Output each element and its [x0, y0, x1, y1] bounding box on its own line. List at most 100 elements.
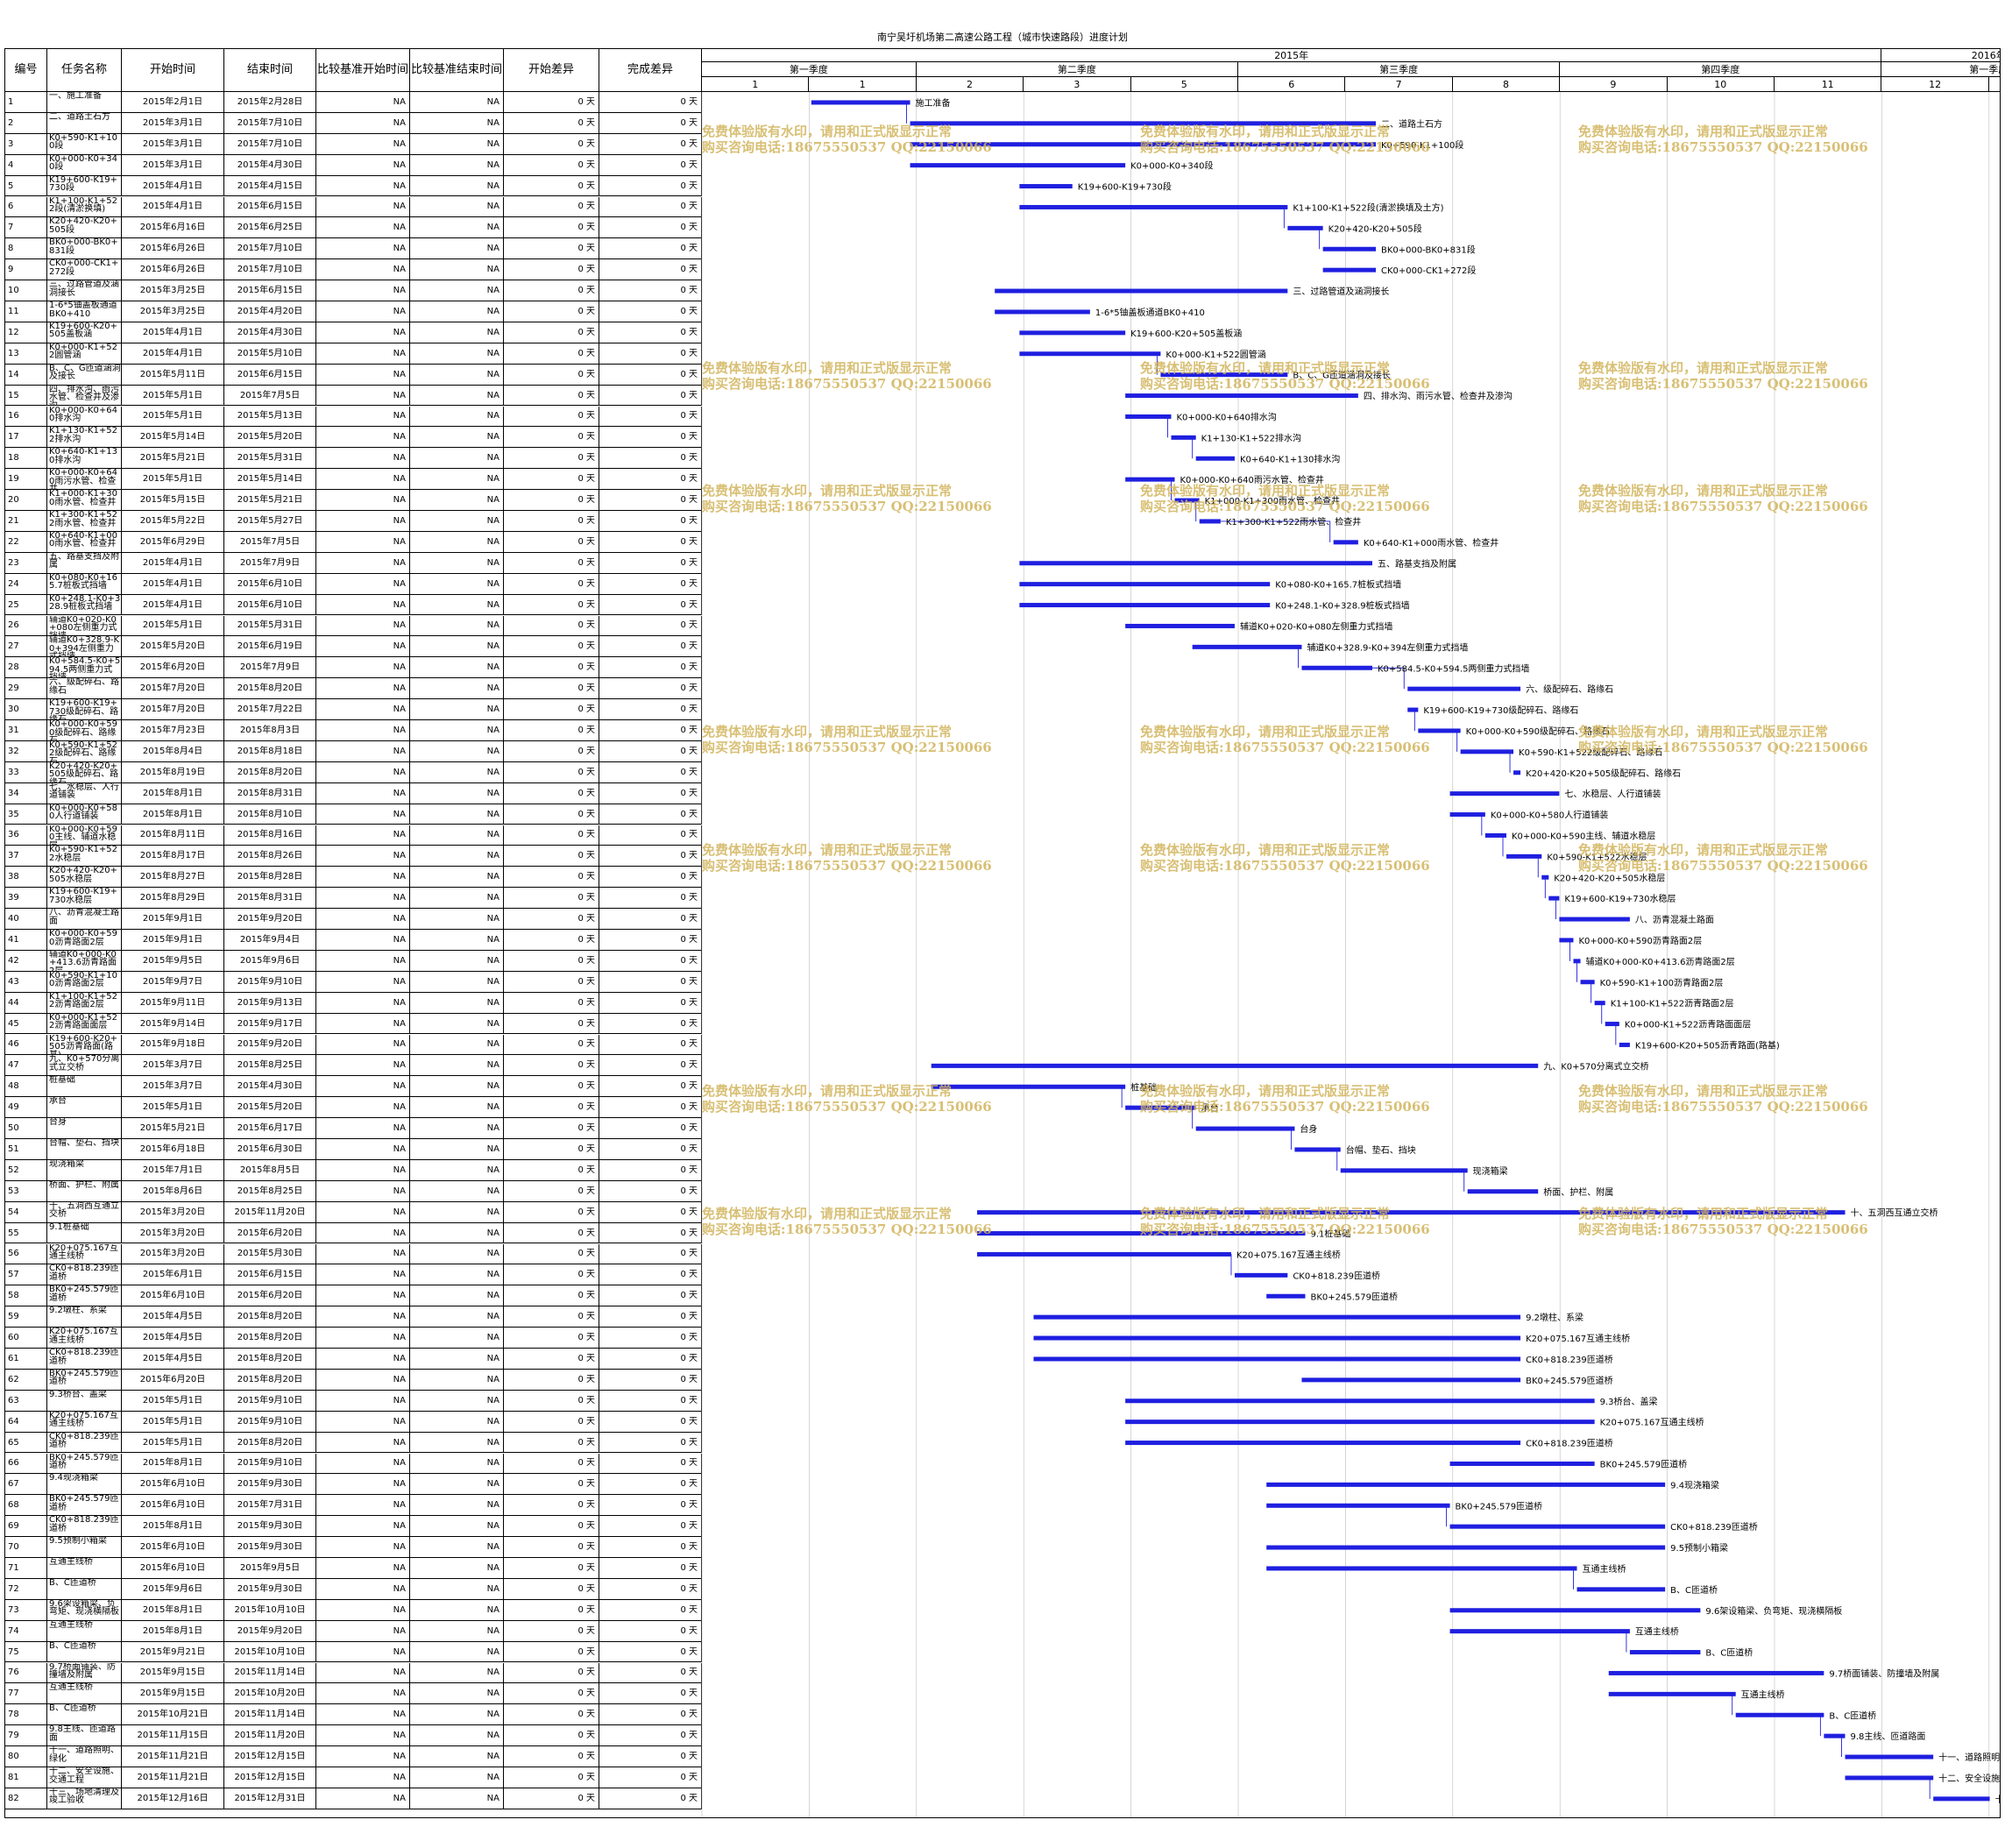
task-name[interactable]: K19+600-K20+505沥青路面(路基): [47, 1034, 122, 1056]
task-name[interactable]: K0+590-K1+522级配碎石、路缘石: [47, 740, 122, 762]
task-name[interactable]: 五、路基支挡及附属: [47, 552, 122, 574]
task-name[interactable]: 现浇箱梁: [47, 1159, 122, 1181]
gantt-chart[interactable]: 施工准备二、道路土石方K0+590-K1+100段K0+000-K0+340段K…: [5, 49, 2001, 1818]
task-name[interactable]: 1-6*5铀盖板通道BK0+410: [47, 301, 122, 322]
task-name[interactable]: K19+600-K19+730水稳层: [47, 888, 122, 910]
task-name[interactable]: 十、五洞西互通立交桥: [47, 1201, 122, 1223]
task-name[interactable]: 台身: [47, 1118, 122, 1139]
task-name[interactable]: 互通主线桥: [47, 1620, 122, 1642]
task-name[interactable]: CK0+818.239匝道桥: [47, 1432, 122, 1454]
task-name[interactable]: K0+000-K0+640雨污水管、检查井: [47, 469, 122, 491]
task-name[interactable]: K20+420-K20+505水稳层: [47, 867, 122, 889]
header-baseline-start[interactable]: 比较基准开始时间: [316, 49, 410, 92]
task-name[interactable]: K0+000-K0+340段: [47, 154, 122, 176]
start-date: 2015年6月26日: [122, 259, 224, 281]
task-name[interactable]: 六、级配碎石、路缘石: [47, 678, 122, 700]
task-name[interactable]: 八、沥青混凝土路面: [47, 909, 122, 930]
start-variance: 0 天: [504, 175, 599, 197]
task-name[interactable]: 承台: [47, 1097, 122, 1119]
task-name[interactable]: BK0+000-BK0+831段: [47, 238, 122, 260]
header-task-name[interactable]: 任务名称: [47, 49, 122, 92]
start-date: 2015年6月18日: [122, 1139, 224, 1160]
task-name[interactable]: K1+300-K1+522雨水管、检查井: [47, 511, 122, 532]
task-name[interactable]: K0+000-K0+640排水沟: [47, 406, 122, 428]
task-name[interactable]: 台帽、垫石、挡块: [47, 1139, 122, 1160]
finish-variance: 0 天: [599, 238, 702, 260]
task-name[interactable]: K0+590-K1+100段: [47, 133, 122, 155]
task-name[interactable]: K0+640-K1+000雨水管、检查井: [47, 531, 122, 553]
task-name[interactable]: CK0+000-CK1+272段: [47, 259, 122, 281]
task-name[interactable]: BK0+245.579匝道桥: [47, 1285, 122, 1307]
task-name[interactable]: K0+000-K0+590级配碎石、路缘石: [47, 720, 122, 741]
task-name[interactable]: 辅道K0+020-K0+080左侧重力式挡墙: [47, 615, 122, 637]
task-name[interactable]: 七、水稳层、人行道铺装: [47, 782, 122, 804]
header-baseline-end[interactable]: 比较基准结束时间: [410, 49, 504, 92]
task-name[interactable]: K20+420-K20+505段: [47, 217, 122, 239]
header-finish-variance[interactable]: 完成差异: [599, 49, 702, 92]
task-name[interactable]: K20+420-K20+505级配碎石、路缘石: [47, 761, 122, 783]
task-name[interactable]: 互通主线桥: [47, 1683, 122, 1705]
task-name[interactable]: B、C匝道桥: [47, 1704, 122, 1726]
task-name[interactable]: 十一、道路照明、绿化: [47, 1746, 122, 1767]
task-name[interactable]: K0+000-K1+522圆管涵: [47, 343, 122, 365]
task-name[interactable]: K20+075.167互通主线桥: [47, 1243, 122, 1265]
task-name[interactable]: 桩基础: [47, 1076, 122, 1098]
header-end[interactable]: 结束时间: [224, 49, 316, 92]
task-name[interactable]: K0+000-K0+580人行道铺装: [47, 804, 122, 825]
task-name[interactable]: K0+590-K1+522水稳层: [47, 846, 122, 867]
task-name[interactable]: 9.7桥面铺装、防撞墙及附属: [47, 1662, 122, 1684]
baseline-end: NA: [410, 1328, 504, 1349]
start-variance: 0 天: [504, 1516, 599, 1538]
task-name[interactable]: K0+000-K0+590主线、辅道水稳层: [47, 825, 122, 846]
task-name[interactable]: 十二、安全设施、交通工程: [47, 1767, 122, 1788]
task-name[interactable]: K1+130-K1+522排水沟: [47, 427, 122, 449]
task-name[interactable]: 二、道路土石方: [47, 112, 122, 134]
task-name[interactable]: 辅道K0+328.9-K0+394左侧重力式挡墙: [47, 636, 122, 658]
task-name[interactable]: CK0+818.239匝道桥: [47, 1516, 122, 1538]
task-name[interactable]: 9.2墩柱、系梁: [47, 1306, 122, 1328]
task-name[interactable]: 9.8主线、匝道路面: [47, 1725, 122, 1747]
task-name[interactable]: K0+584.5-K0+594.5两侧重力式挡墙: [47, 657, 122, 679]
end-date: 2015年5月14日: [224, 469, 316, 491]
task-name[interactable]: B、C匝道桥: [47, 1578, 122, 1600]
task-name[interactable]: 桥面、护栏、附属: [47, 1180, 122, 1202]
task-name[interactable]: BK0+245.579匝道桥: [47, 1453, 122, 1475]
task-name[interactable]: B、C、G匝道涵洞及接长: [47, 364, 122, 386]
task-name[interactable]: 三、过路管道及涵洞接长: [47, 280, 122, 301]
task-name[interactable]: CK0+818.239匝道桥: [47, 1264, 122, 1286]
header-start[interactable]: 开始时间: [122, 49, 224, 92]
task-name[interactable]: 9.3桥台、盖梁: [47, 1390, 122, 1412]
task-name[interactable]: K19+600-K19+730段: [47, 175, 122, 197]
gantt-sheet[interactable]: 编号 任务名称 开始时间 结束时间 比较基准开始时间 比较基准结束时间 开始差异…: [4, 48, 2001, 1818]
task-name[interactable]: CK0+818.239匝道桥: [47, 1349, 122, 1370]
task-name[interactable]: 9.5预制小箱梁: [47, 1537, 122, 1558]
task-name[interactable]: K19+600-K20+505盖板涵: [47, 322, 122, 343]
task-name[interactable]: 四、排水沟、雨污水管、检查井及渗沟: [47, 385, 122, 407]
task-name[interactable]: K20+075.167互通主线桥: [47, 1411, 122, 1433]
task-name[interactable]: B、C匝道桥: [47, 1641, 122, 1663]
task-name[interactable]: K0+080-K0+165.7桩板式挡墙: [47, 573, 122, 595]
task-name[interactable]: K1+000-K1+300雨水管、检查井: [47, 490, 122, 511]
task-name[interactable]: K0+000-K0+590沥青路面2层: [47, 930, 122, 951]
task-name[interactable]: 9.1桩基础: [47, 1222, 122, 1244]
task-name[interactable]: 9.6架设箱梁、负弯矩、现浇横隔板: [47, 1599, 122, 1621]
task-name[interactable]: K0+640-K1+130排水沟: [47, 448, 122, 470]
task-name[interactable]: BK0+245.579匝道桥: [47, 1369, 122, 1391]
header-start-variance[interactable]: 开始差异: [504, 49, 599, 92]
task-name[interactable]: K1+100-K1+522沥青路面2层: [47, 992, 122, 1014]
task-name[interactable]: K20+075.167互通主线桥: [47, 1328, 122, 1349]
task-name[interactable]: 一、施工准备: [47, 92, 122, 113]
task-name[interactable]: K1+100-K1+522段(清淤换填): [47, 196, 122, 218]
task-name[interactable]: K0+000-K1+522沥青路面面层: [47, 1013, 122, 1035]
task-name[interactable]: 9.4现浇箱梁: [47, 1474, 122, 1496]
task-name[interactable]: BK0+245.579匝道桥: [47, 1495, 122, 1517]
task-name[interactable]: K19+600-K19+730级配碎石、路缘石: [47, 699, 122, 720]
header-id[interactable]: 编号: [5, 49, 47, 92]
task-name[interactable]: 九、K0+570分离式立交桥: [47, 1055, 122, 1077]
task-name[interactable]: 互通主线桥: [47, 1558, 122, 1579]
task-name[interactable]: 十三、场地清理及竣工验收: [47, 1788, 122, 1809]
task-name[interactable]: 辅道K0+000-K0+413.6沥青路面2层: [47, 950, 122, 972]
start-date: 2015年12月16日: [122, 1788, 224, 1809]
task-name[interactable]: K0+590-K1+100沥青路面2层: [47, 971, 122, 993]
task-name[interactable]: K0+248.1-K0+328.9桩板式挡墙: [47, 594, 122, 616]
